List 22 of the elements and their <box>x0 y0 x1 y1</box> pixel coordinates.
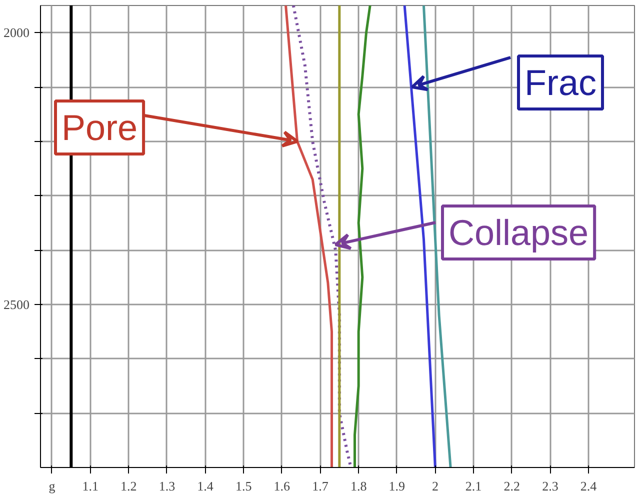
x-tick-label: 1.5 <box>235 478 252 494</box>
x-tick-label: 2.1 <box>465 478 482 494</box>
x-tick-label: 2.3 <box>542 478 558 494</box>
x-tick-label: 1.4 <box>197 478 214 494</box>
x-tick-label: 1.9 <box>388 478 406 494</box>
x-tick-label: 1.6 <box>274 478 291 494</box>
x-tick-label: 2.4 <box>580 478 598 494</box>
y-tick-label: 2000 <box>4 25 30 40</box>
line-series <box>292 6 352 468</box>
annotation: Pore <box>62 107 138 148</box>
x-tick-label: 1.2 <box>120 478 137 494</box>
x-tick-label: 1.7 <box>312 478 329 494</box>
x-tick-label: 2 <box>432 478 438 494</box>
annotation: Frac <box>524 62 596 103</box>
line-series <box>353 6 372 468</box>
x-tick-label: 2.2 <box>504 478 520 494</box>
x-tick-label: 1.1 <box>82 478 98 494</box>
y-tick-label: 2500 <box>4 296 30 312</box>
x-tick-label: 1.3 <box>158 478 176 494</box>
annotation: Collapse <box>448 212 589 253</box>
x-tick-label: 1.8 <box>350 478 367 494</box>
x-tick-label: g <box>48 478 56 494</box>
